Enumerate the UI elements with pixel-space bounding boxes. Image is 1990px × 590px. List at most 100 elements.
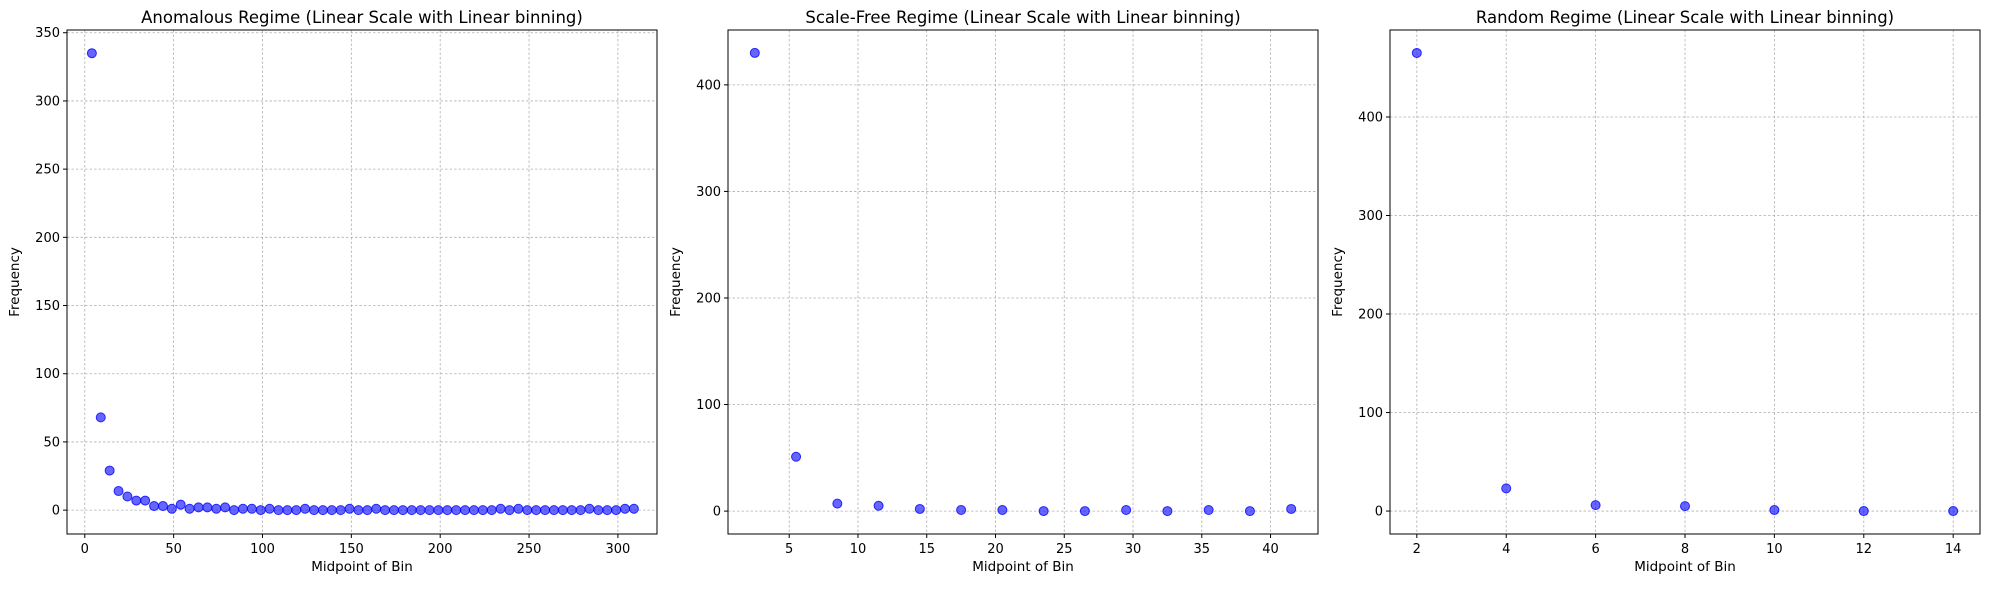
- data-point: [593, 505, 604, 516]
- data-point: [246, 503, 257, 514]
- grid: [728, 30, 1318, 534]
- data-point: [1079, 506, 1090, 517]
- data-point: [1162, 506, 1173, 517]
- y-axis-label: Frequency: [668, 247, 684, 317]
- points: [86, 48, 639, 516]
- x-tick-label: 40: [1262, 542, 1279, 557]
- y-tick-label: 100: [696, 398, 721, 413]
- x-tick-label: 150: [339, 542, 364, 557]
- x-tick-label: 4: [1502, 542, 1510, 557]
- data-point: [1501, 483, 1512, 494]
- y-tick-label: 0: [52, 504, 60, 519]
- data-point: [166, 503, 177, 514]
- y-axis-label: Frequency: [1330, 247, 1346, 317]
- y-tick-label: 50: [43, 435, 60, 450]
- data-point: [997, 505, 1008, 516]
- data-point: [344, 503, 355, 514]
- x-tick-label: 250: [517, 542, 542, 557]
- data-point: [424, 505, 435, 516]
- data-point: [113, 486, 124, 497]
- data-point: [566, 505, 577, 516]
- data-point: [460, 505, 471, 516]
- data-point: [557, 505, 568, 516]
- y-tick-label: 150: [35, 299, 60, 314]
- data-point: [184, 503, 195, 514]
- x-tick-label: 10: [1766, 542, 1783, 557]
- data-point: [749, 47, 760, 58]
- data-point: [914, 503, 925, 514]
- data-point: [300, 503, 311, 514]
- x-tick-label: 200: [428, 542, 453, 557]
- data-point: [140, 495, 151, 506]
- data-point: [433, 505, 444, 516]
- x-tick-label: 12: [1856, 542, 1873, 557]
- data-point: [211, 503, 222, 514]
- data-point: [522, 505, 533, 516]
- x-tick-label: 5: [785, 542, 793, 557]
- data-point: [477, 505, 488, 516]
- data-point: [95, 412, 106, 423]
- data-point: [1203, 505, 1214, 516]
- y-tick-label: 200: [1358, 308, 1383, 323]
- data-point: [220, 502, 231, 513]
- data-point: [1590, 500, 1601, 511]
- data-point: [873, 500, 884, 511]
- data-point: [326, 505, 337, 516]
- ticks: 2 4 6 8 10 12 14 0 100 200 300 400: [1358, 110, 1961, 557]
- data-point: [486, 505, 497, 516]
- points: [749, 47, 1297, 517]
- data-point: [131, 495, 142, 506]
- x-tick-label: 100: [250, 542, 275, 557]
- data-point: [1769, 505, 1780, 516]
- x-axis-label: Midpoint of Bin: [311, 559, 413, 575]
- data-point: [832, 498, 843, 509]
- x-tick-label: 30: [1125, 542, 1142, 557]
- data-point: [548, 505, 559, 516]
- data-point: [362, 505, 373, 516]
- data-point: [531, 505, 542, 516]
- x-tick-label: 20: [987, 542, 1004, 557]
- y-tick-label: 100: [35, 367, 60, 382]
- y-tick-label: 200: [35, 231, 60, 246]
- data-point: [451, 505, 462, 516]
- chart-title: Scale-Free Regime (Linear Scale with Lin…: [805, 8, 1240, 27]
- x-tick-label: 50: [165, 542, 182, 557]
- x-axis-label: Midpoint of Bin: [1634, 559, 1736, 575]
- x-tick-label: 15: [918, 542, 935, 557]
- plot-frame: [66, 29, 658, 535]
- ticks: 0 50 100 150 200 250 300 0 50 100 150 200 250 300 350: [35, 26, 630, 557]
- y-tick-label: 250: [35, 163, 60, 178]
- data-point: [495, 503, 506, 514]
- data-point: [157, 501, 168, 512]
- data-point: [791, 451, 802, 462]
- data-point: [504, 505, 515, 516]
- data-point: [1038, 506, 1049, 517]
- data-point: [1948, 506, 1959, 517]
- data-point: [620, 503, 631, 514]
- x-tick-label: 8: [1681, 542, 1689, 557]
- y-tick-label: 400: [1358, 110, 1383, 125]
- data-point: [282, 505, 293, 516]
- y-tick-label: 200: [696, 291, 721, 306]
- y-axis-label: Frequency: [7, 247, 23, 317]
- data-point: [628, 503, 639, 514]
- anomalous-regime-chart: 0 50 100 150 200 250 300050100150200250300350 …: [7, 8, 658, 575]
- x-axis-label: Midpoint of Bin: [972, 559, 1074, 575]
- data-point: [255, 505, 266, 516]
- y-tick-label: 350: [35, 26, 60, 41]
- data-point: [104, 465, 115, 476]
- y-tick-label: 300: [1358, 209, 1383, 224]
- data-point: [1286, 503, 1297, 514]
- x-tick-label: 0: [81, 542, 89, 557]
- data-point: [442, 505, 453, 516]
- data-point: [611, 505, 622, 516]
- data-point: [584, 503, 595, 514]
- x-tick-label: 2: [1413, 542, 1421, 557]
- data-point: [317, 505, 328, 516]
- data-point: [468, 505, 479, 516]
- data-point: [575, 505, 586, 516]
- x-tick-label: 25: [1056, 542, 1073, 557]
- y-tick-label: 400: [696, 78, 721, 93]
